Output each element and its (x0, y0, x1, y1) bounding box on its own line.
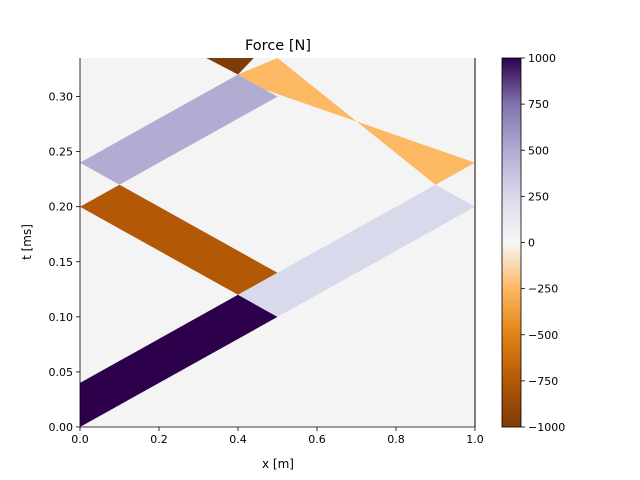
x-tick-label: 0.4 (229, 433, 247, 446)
colorbar-tick-label: −750 (528, 375, 558, 388)
y-tick-label: 0.00 (49, 421, 74, 434)
y-tick-label: 0.25 (49, 146, 74, 159)
chart-title: Force [N] (245, 38, 311, 54)
x-tick-label: 0.0 (71, 433, 89, 446)
x-axis-label: x [m] (262, 457, 294, 471)
y-tick-label: 0.30 (49, 91, 74, 104)
colorbar (501, 57, 522, 428)
y-axis-label: t [ms] (20, 224, 34, 260)
force-band-1 (80, 184, 278, 295)
colorbar-tick-label: 1000 (528, 52, 556, 65)
force-band-3 (206, 58, 254, 75)
colorbar-tick-label: 0 (528, 237, 535, 250)
force-band-4 (238, 184, 475, 317)
x-tick-label: 0.8 (387, 433, 405, 446)
x-tick-label: 1.0 (466, 433, 484, 446)
colorbar-ticks: 1000 750 500 250 0 −250 −500 −750 −1000 (521, 52, 565, 434)
y-tick-label: 0.15 (49, 256, 74, 269)
force-bands (80, 58, 475, 427)
force-band-5 (238, 58, 475, 185)
y-axis: 0.00 0.05 0.10 0.15 0.20 0.25 0.30 (49, 58, 81, 434)
y-tick-label: 0.20 (49, 201, 74, 214)
x-axis: 0.0 0.2 0.4 0.6 0.8 1.0 (71, 426, 484, 446)
colorbar-tick-label: −500 (528, 329, 558, 342)
x-tick-label: 0.6 (308, 433, 326, 446)
y-tick-label: 0.05 (49, 366, 74, 379)
y-tick-label: 0.10 (49, 311, 74, 324)
colorbar-tick-label: 750 (528, 98, 549, 111)
colorbar-tick-label: −250 (528, 283, 558, 296)
colorbar-tick-label: 250 (528, 190, 549, 203)
colorbar-tick-label: −1000 (528, 421, 565, 434)
force-band-0 (80, 294, 278, 427)
force-band-2 (80, 74, 278, 185)
x-tick-label: 0.2 (150, 433, 168, 446)
colorbar-tick-label: 500 (528, 144, 549, 157)
